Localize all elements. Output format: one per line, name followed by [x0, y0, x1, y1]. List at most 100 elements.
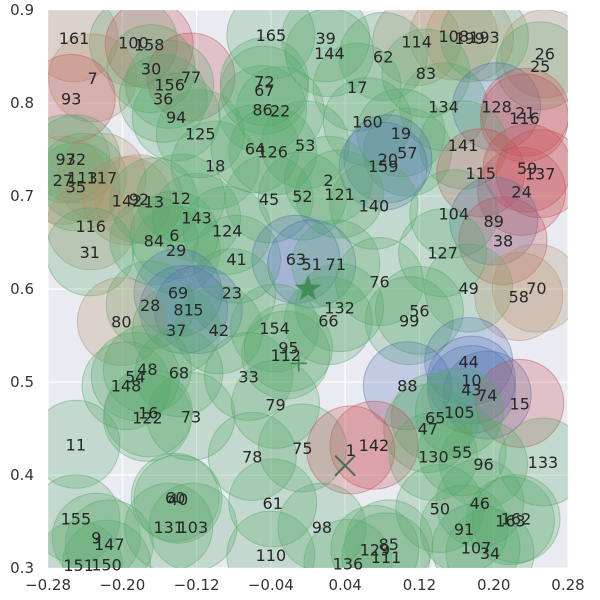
data-bubble	[257, 151, 347, 241]
point-label: 59	[517, 159, 537, 178]
data-bubble	[495, 129, 568, 219]
data-bubble	[125, 39, 215, 129]
point-label: 24	[511, 182, 531, 201]
point-label: 165	[256, 26, 287, 45]
data-bubble	[260, 100, 350, 190]
data-bubble	[136, 153, 226, 243]
y-axis-ticks: 0.3 0.4 0.5 0.6 0.7 0.8 0.9	[10, 1, 34, 577]
point-label: 17	[347, 78, 367, 97]
point-label: 68	[169, 364, 189, 383]
data-bubble	[424, 243, 514, 333]
point-label: 81	[173, 300, 193, 319]
data-bubble	[439, 419, 528, 509]
point-label: 147	[94, 535, 125, 554]
data-bubble	[442, 350, 532, 440]
point-label: 199	[454, 29, 485, 48]
point-label: 48	[137, 360, 157, 379]
point-label: 160	[352, 113, 383, 132]
point-label: 104	[439, 205, 470, 224]
data-bubble	[482, 123, 568, 213]
point-label: 80	[111, 313, 131, 332]
data-bubble	[48, 520, 124, 568]
point-label: 141	[448, 136, 479, 155]
data-bubble	[267, 219, 357, 309]
point-label: 122	[132, 408, 163, 427]
point-label: 148	[111, 377, 142, 396]
x-axis-ticks: −0.28 −0.20 −0.12 −0.04 0.04 0.12 0.20 0.28	[25, 576, 585, 594]
point-label: 49	[458, 279, 478, 298]
point-label: 159	[368, 157, 399, 176]
data-bubble	[479, 73, 568, 163]
point-label: 21	[515, 103, 535, 122]
data-bubble	[48, 142, 121, 232]
point-label: 193	[469, 28, 500, 47]
point-label: 62	[373, 48, 393, 67]
point-label: 126	[257, 142, 288, 161]
point-label: 18	[205, 156, 225, 175]
point-label: 35	[66, 178, 86, 197]
point-label: 7	[87, 69, 97, 88]
data-bubble	[174, 285, 264, 375]
data-bubble	[129, 190, 219, 280]
point-label: 38	[493, 232, 513, 251]
data-bubble	[81, 341, 171, 431]
point-label: 37	[166, 321, 186, 340]
point-label: 150	[91, 555, 122, 574]
data-bubble	[82, 156, 172, 246]
data-bubble	[338, 12, 428, 101]
data-bubble	[419, 484, 509, 568]
data-bubble	[187, 248, 277, 338]
point-label: 93	[61, 89, 81, 108]
point-label: 2	[323, 171, 333, 190]
point-label: 27	[53, 171, 73, 190]
data-bubble	[372, 10, 462, 87]
data-bubble	[344, 499, 434, 568]
point-label: 116	[75, 217, 106, 236]
point-label: 71	[326, 255, 346, 274]
point-label: 25	[530, 57, 550, 76]
data-bubble	[458, 196, 548, 286]
point-label: 6	[169, 226, 179, 245]
x-tick-label: −0.12	[174, 576, 220, 594]
point-label: 52	[292, 187, 312, 206]
data-bubble	[148, 482, 238, 568]
point-label: 112	[270, 346, 301, 365]
point-label: 31	[80, 243, 100, 262]
data-bubble	[362, 107, 452, 197]
point-label: 13	[144, 193, 164, 212]
data-bubble	[381, 28, 471, 118]
data-bubble	[228, 106, 318, 196]
point-label: 144	[314, 44, 345, 63]
data-bubble	[51, 492, 141, 568]
point-label: 125	[185, 125, 216, 144]
point-label: 92	[129, 190, 149, 209]
point-label: 130	[418, 447, 449, 466]
point-label: 11	[66, 435, 86, 454]
point-label: 1	[346, 441, 356, 460]
data-bubble	[356, 88, 446, 178]
point-label: 20	[378, 150, 398, 169]
y-tick-label: 0.9	[10, 1, 34, 19]
point-label: 36	[153, 89, 173, 108]
y-tick-label: 0.6	[10, 280, 34, 298]
point-label: 29	[166, 241, 186, 260]
point-label: 158	[134, 35, 165, 54]
data-bubble	[218, 65, 307, 155]
data-bubble	[303, 518, 393, 568]
point-label: 96	[473, 455, 493, 474]
point-label: 10	[461, 371, 481, 390]
point-label: 56	[409, 301, 429, 320]
data-bubble	[418, 100, 508, 190]
data-bubble	[219, 45, 309, 135]
data-bubble	[102, 324, 192, 414]
y-tick-label: 0.5	[10, 373, 34, 391]
data-bubble	[449, 176, 539, 266]
star-marker	[294, 275, 322, 301]
x-tick-label: 0.12	[403, 576, 436, 594]
data-bubble	[435, 458, 525, 548]
point-label: 142	[359, 436, 390, 455]
x-tick-label: 0.04	[328, 576, 361, 594]
point-label: 117	[87, 168, 118, 187]
data-bubble	[226, 510, 316, 568]
point-label: 131	[153, 518, 184, 537]
